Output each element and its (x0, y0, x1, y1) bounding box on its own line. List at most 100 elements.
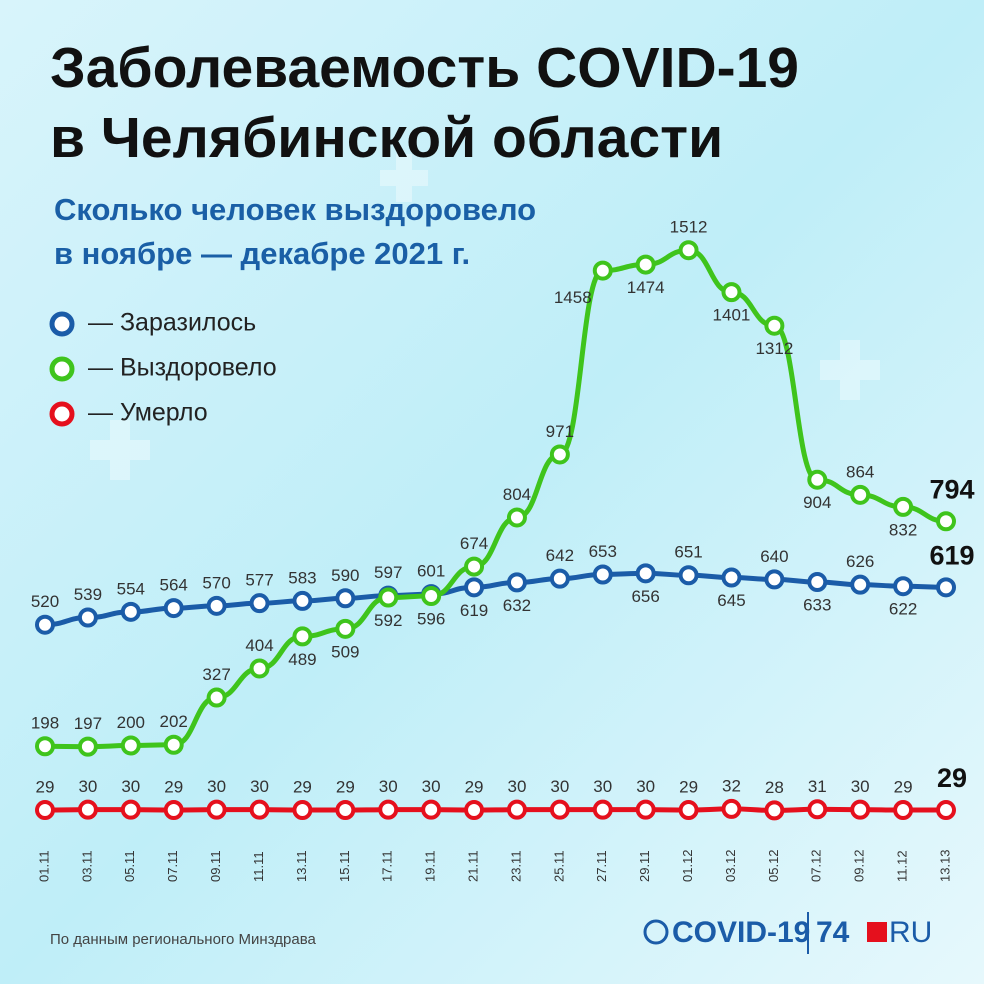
x-tick-label: 11.11 (251, 851, 266, 882)
x-tick-label: 15.11 (337, 850, 352, 882)
point-marker (249, 658, 270, 679)
data-label: 632 (503, 596, 531, 615)
x-tick-label: 29.11 (637, 850, 652, 882)
point-marker (163, 734, 184, 755)
point-marker (893, 496, 914, 517)
point-marker (163, 598, 184, 619)
point-marker (936, 511, 956, 532)
point-marker (721, 798, 742, 819)
logo-text: RU (889, 916, 932, 949)
data-label: 520 (31, 592, 59, 611)
point-marker (77, 736, 98, 757)
x-tick-label: 11.12 (895, 850, 910, 882)
point-marker (77, 607, 98, 628)
point-marker (249, 593, 270, 614)
data-label: 577 (245, 571, 273, 590)
data-label: 642 (546, 546, 574, 565)
point-marker (464, 556, 485, 577)
point-marker (850, 484, 871, 505)
data-label: 651 (674, 543, 702, 562)
point-marker (77, 799, 98, 820)
point-marker (549, 444, 570, 465)
point-marker (378, 799, 399, 820)
data-label: 198 (31, 714, 59, 733)
data-label: 554 (117, 579, 145, 598)
data-label: 28 (765, 778, 784, 797)
x-tick-label: 17.11 (380, 850, 395, 882)
x-tick-label: 03.11 (79, 850, 94, 882)
x-tick-label: 21.11 (465, 850, 480, 882)
data-label: 1512 (670, 218, 708, 237)
point-marker (464, 577, 485, 598)
point-marker (206, 595, 227, 616)
data-label: 597 (374, 563, 402, 582)
point-marker (35, 614, 55, 635)
data-label: 539 (74, 585, 102, 604)
x-tick-label: 05.12 (766, 849, 781, 882)
point-marker (549, 799, 570, 820)
data-label: 590 (331, 566, 359, 585)
data-label: 656 (631, 587, 659, 606)
data-label: 596 (417, 609, 445, 628)
legend-label: — Выздоровело (88, 354, 277, 382)
data-label: 583 (288, 568, 316, 587)
data-label: 30 (121, 777, 140, 796)
subtitle-line: Сколько человек выздоровело (54, 192, 536, 227)
x-tick-label: 01.11 (36, 850, 51, 882)
data-label: 904 (803, 493, 831, 512)
point-marker (893, 800, 914, 821)
data-label: 619 (460, 601, 488, 620)
data-label: 864 (846, 462, 874, 481)
x-tick-label: 19.11 (423, 850, 438, 882)
point-marker (506, 507, 527, 528)
data-label: 200 (117, 713, 145, 732)
data-label: 202 (160, 712, 188, 731)
point-marker (506, 799, 527, 820)
data-label: 1474 (627, 278, 665, 297)
point-marker (592, 564, 613, 585)
data-label: 1401 (713, 306, 751, 325)
point-marker (549, 568, 570, 589)
point-marker (678, 800, 699, 821)
data-label: 30 (636, 777, 655, 796)
point-marker (807, 572, 828, 593)
logo-text: COVID-19 (672, 916, 810, 949)
point-marker (936, 800, 956, 821)
x-tick-label: 23.11 (508, 850, 523, 882)
point-marker (35, 800, 55, 821)
data-label: 31 (808, 777, 827, 796)
legend-label: — Умерло (88, 399, 208, 427)
data-label: 645 (717, 591, 745, 610)
data-label: 564 (160, 576, 188, 595)
data-label: 489 (288, 650, 316, 669)
point-marker (35, 736, 55, 757)
data-label: 29 (679, 778, 698, 797)
x-tick-label: 09.11 (208, 850, 223, 882)
data-label: 29 (937, 763, 967, 793)
point-marker (292, 590, 313, 611)
data-label: 640 (760, 547, 788, 566)
data-label: 832 (889, 520, 917, 539)
data-label: 30 (851, 777, 870, 796)
data-label: 29 (465, 778, 484, 797)
point-marker (764, 569, 785, 590)
point-marker (506, 572, 527, 593)
data-label: 30 (550, 777, 569, 796)
source: По данным регионального Минздрава (50, 931, 317, 948)
data-label: 327 (202, 665, 230, 684)
data-label: 30 (78, 777, 97, 796)
point-marker (764, 315, 785, 336)
point-marker (635, 563, 656, 584)
x-tick-label: 07.11 (165, 850, 180, 882)
logo-text: 74 (816, 916, 850, 949)
point-marker (464, 800, 485, 821)
x-tick-label: 13.13 (937, 849, 952, 882)
legend-label: — Заразилось (88, 309, 256, 337)
x-tick-label: 09.12 (852, 849, 867, 882)
point-marker (120, 799, 141, 820)
data-label: 404 (245, 636, 273, 655)
point-marker (678, 565, 699, 586)
data-label: 592 (374, 611, 402, 630)
point-marker (292, 800, 313, 821)
